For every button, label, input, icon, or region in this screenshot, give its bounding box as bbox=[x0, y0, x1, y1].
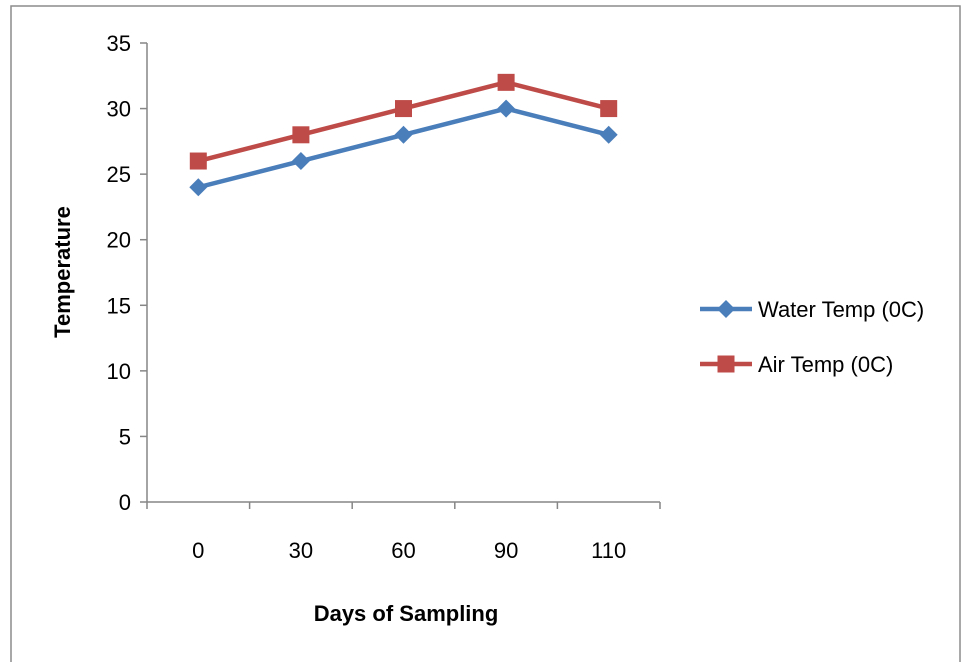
y-axis-title: Temperature bbox=[50, 206, 75, 338]
data-point bbox=[394, 125, 413, 144]
legend-marker bbox=[717, 355, 735, 373]
data-point bbox=[189, 178, 208, 197]
data-point bbox=[600, 100, 618, 118]
series-line bbox=[197, 106, 610, 190]
x-tick-label: 60 bbox=[391, 538, 415, 563]
data-point bbox=[395, 100, 412, 118]
x-tick-label: 90 bbox=[494, 538, 518, 563]
x-tick-label: 0 bbox=[192, 538, 204, 563]
data-point bbox=[291, 152, 310, 171]
series-layer bbox=[189, 73, 618, 197]
data-point bbox=[497, 99, 516, 118]
y-tick-label: 5 bbox=[119, 424, 131, 449]
chart-frame bbox=[10, 5, 961, 667]
legend-marker bbox=[717, 300, 735, 318]
series-1 bbox=[189, 99, 618, 197]
series-2 bbox=[189, 73, 618, 170]
data-point bbox=[292, 126, 310, 144]
y-tick-label: 0 bbox=[119, 490, 131, 515]
y-tick-label: 10 bbox=[107, 359, 131, 384]
data-point bbox=[599, 125, 618, 144]
legend: Water Temp (0C) Air Temp (0C) bbox=[700, 297, 924, 377]
series-line bbox=[197, 80, 610, 164]
y-tick-label: 20 bbox=[107, 228, 131, 253]
x-axis-ticks: 0 30 60 90 110 bbox=[146, 502, 661, 563]
y-tick-label: 35 bbox=[107, 31, 131, 56]
y-tick-label: 15 bbox=[107, 293, 131, 318]
x-axis-title: Days of Sampling bbox=[314, 601, 499, 626]
x-tick-label: 110 bbox=[591, 538, 626, 563]
x-tick-label: 30 bbox=[289, 538, 313, 563]
y-tick-label: 30 bbox=[107, 97, 131, 122]
legend-label: Air Temp (0C) bbox=[758, 352, 893, 377]
y-axis-ticks: 0 5 10 15 20 25 30 35 bbox=[107, 31, 147, 515]
axes bbox=[146, 43, 660, 503]
data-point bbox=[189, 152, 207, 170]
data-point bbox=[497, 73, 515, 91]
legend-label: Water Temp (0C) bbox=[758, 297, 924, 322]
y-tick-label: 25 bbox=[107, 162, 131, 187]
